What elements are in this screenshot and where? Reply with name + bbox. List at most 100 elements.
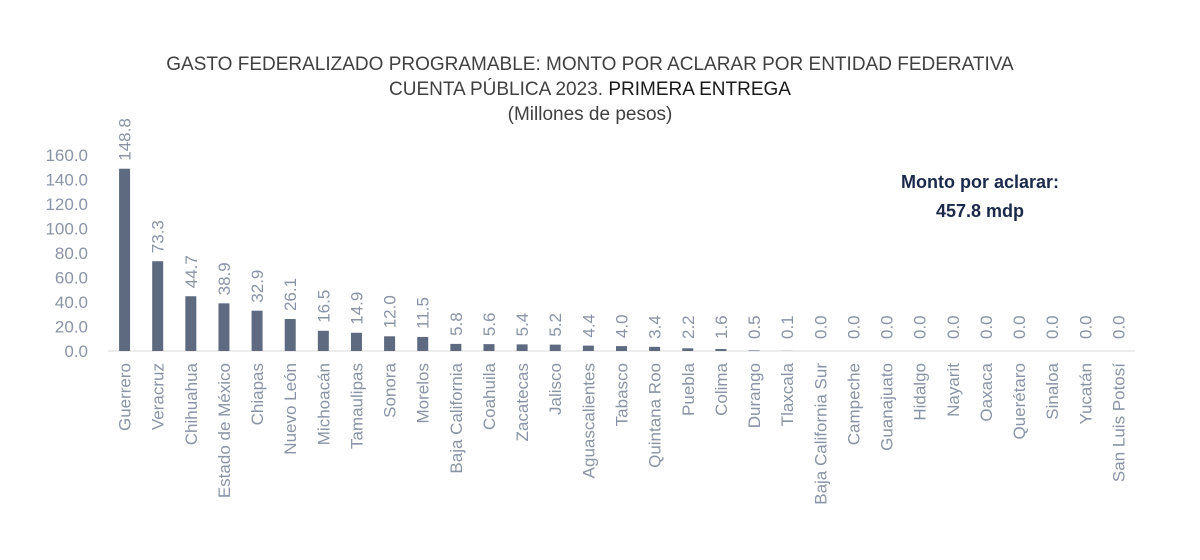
bar: [616, 346, 627, 351]
bar: [251, 310, 263, 351]
x-tick-label: Colima: [712, 362, 731, 415]
x-tick-label: Aguascalientes: [579, 363, 598, 478]
chart-subtitle-emphasis: PRIMERA ENTREGA: [608, 79, 791, 100]
y-tick-label: 120.0: [45, 195, 88, 214]
total-annotation: Monto por aclarar: 457.8 mdp: [870, 168, 1090, 226]
data-label: 4.0: [613, 314, 632, 338]
data-label: 26.1: [281, 278, 300, 311]
y-tick-label: 0.0: [64, 342, 88, 361]
data-label: 5.2: [546, 313, 565, 337]
y-tick-label: 40.0: [55, 293, 88, 312]
x-tick-label: Jalisco: [546, 363, 565, 415]
x-tick-label: Tamaulipas: [347, 363, 366, 449]
data-label: 1.6: [712, 315, 731, 339]
data-label: 3.4: [646, 315, 665, 339]
data-label: 0.0: [944, 315, 963, 339]
data-label: 5.8: [447, 312, 466, 336]
x-tick-label: Chihuahua: [182, 362, 201, 445]
data-label: 148.8: [116, 118, 135, 161]
data-label: 0.0: [1043, 315, 1062, 339]
chart-subtitle: CUENTA PÚBLICA 2023. PRIMERA ENTREGA: [0, 77, 1180, 102]
x-tick-label: Baja California Sur: [811, 363, 830, 505]
data-label: 0.0: [878, 315, 897, 339]
data-label: 0.0: [911, 315, 930, 339]
data-label: 12.0: [381, 295, 400, 328]
bar: [682, 348, 694, 351]
x-tick-label: Tabasco: [613, 363, 632, 426]
data-label: 16.5: [314, 290, 333, 323]
data-label: 0.1: [778, 315, 797, 339]
bar: [119, 168, 131, 351]
y-tick-label: 100.0: [45, 220, 88, 239]
bar: [549, 344, 561, 351]
bar: [483, 344, 495, 351]
data-label: 73.3: [149, 220, 168, 253]
x-tick-label: Estado de México: [215, 363, 234, 498]
y-tick-label: 20.0: [55, 318, 88, 337]
data-label: 0.0: [811, 315, 830, 339]
x-tick-label: Puebla: [679, 362, 698, 415]
bar: [582, 345, 594, 351]
bar: [317, 330, 329, 351]
bar: [284, 319, 296, 351]
x-tick-label: Veracruz: [149, 363, 168, 430]
x-tick-label: Guanajuato: [878, 363, 897, 451]
x-tick-label: Durango: [745, 363, 764, 428]
total-annotation-value: 457.8 mdp: [935, 201, 1025, 221]
data-label: 0.0: [1076, 315, 1095, 339]
total-annotation-label: Monto por aclarar:: [900, 172, 1060, 192]
y-tick-label: 60.0: [55, 269, 88, 288]
data-label: 5.4: [513, 313, 532, 337]
data-label: 32.9: [248, 270, 267, 303]
bar: [218, 303, 230, 351]
x-tick-label: San Luis Potosí: [1109, 363, 1128, 482]
x-tick-label: Tlaxcala: [778, 362, 797, 426]
data-label: 4.4: [579, 314, 598, 338]
bar: [715, 349, 727, 351]
bar: [516, 344, 528, 351]
x-tick-label: Guerrero: [116, 363, 135, 431]
data-label: 5.6: [480, 312, 499, 336]
y-tick-label: 140.0: [45, 171, 88, 190]
bar: [185, 296, 197, 351]
chart-units: (Millones de pesos): [507, 104, 673, 125]
x-tick-label: Sinaloa: [1043, 362, 1062, 419]
x-tick-label: Chiapas: [248, 363, 267, 425]
data-label: 0.5: [745, 315, 764, 339]
x-tick-label: Sonora: [381, 362, 400, 417]
chart-subtitle-text: CUENTA PÚBLICA 2023.: [389, 79, 604, 100]
bar: [384, 336, 396, 351]
data-label: 0.0: [977, 315, 996, 339]
x-tick-label: Nuevo León: [281, 363, 300, 455]
x-tick-label: Michoacán: [314, 363, 333, 445]
data-label: 0.0: [844, 315, 863, 339]
data-label: 2.2: [679, 315, 698, 339]
x-tick-label: Coahuila: [480, 362, 499, 430]
data-label: 14.9: [347, 292, 366, 325]
x-tick-label: Yucatán: [1076, 363, 1095, 424]
bar: [450, 343, 462, 351]
x-tick-label: Querétaro: [1010, 363, 1029, 440]
y-tick-label: 160.0: [45, 146, 88, 165]
chart-title-block: GASTO FEDERALIZADO PROGRAMABLE: MONTO PO…: [0, 52, 1180, 127]
x-tick-label: Baja California: [447, 362, 466, 473]
chart-title: GASTO FEDERALIZADO PROGRAMABLE: MONTO PO…: [166, 54, 1014, 75]
bar: [152, 261, 164, 351]
x-tick-label: Oaxaca: [977, 362, 996, 421]
data-label: 0.0: [1010, 315, 1029, 339]
x-tick-label: Campeche: [844, 363, 863, 445]
bar: [748, 350, 760, 351]
x-tick-label: Nayarit: [944, 363, 963, 417]
data-label: 44.7: [182, 255, 201, 288]
x-tick-label: Quintana Roo: [646, 363, 665, 468]
data-label: 11.5: [414, 297, 433, 329]
x-tick-label: Morelos: [414, 363, 433, 423]
bar: [649, 346, 661, 351]
data-label: 38.9: [215, 262, 234, 295]
x-tick-label: Zacatecas: [513, 363, 532, 441]
bar: [350, 332, 362, 351]
bar: [417, 336, 429, 351]
x-tick-label: Hidalgo: [911, 363, 930, 421]
data-label: 0.0: [1109, 315, 1128, 339]
